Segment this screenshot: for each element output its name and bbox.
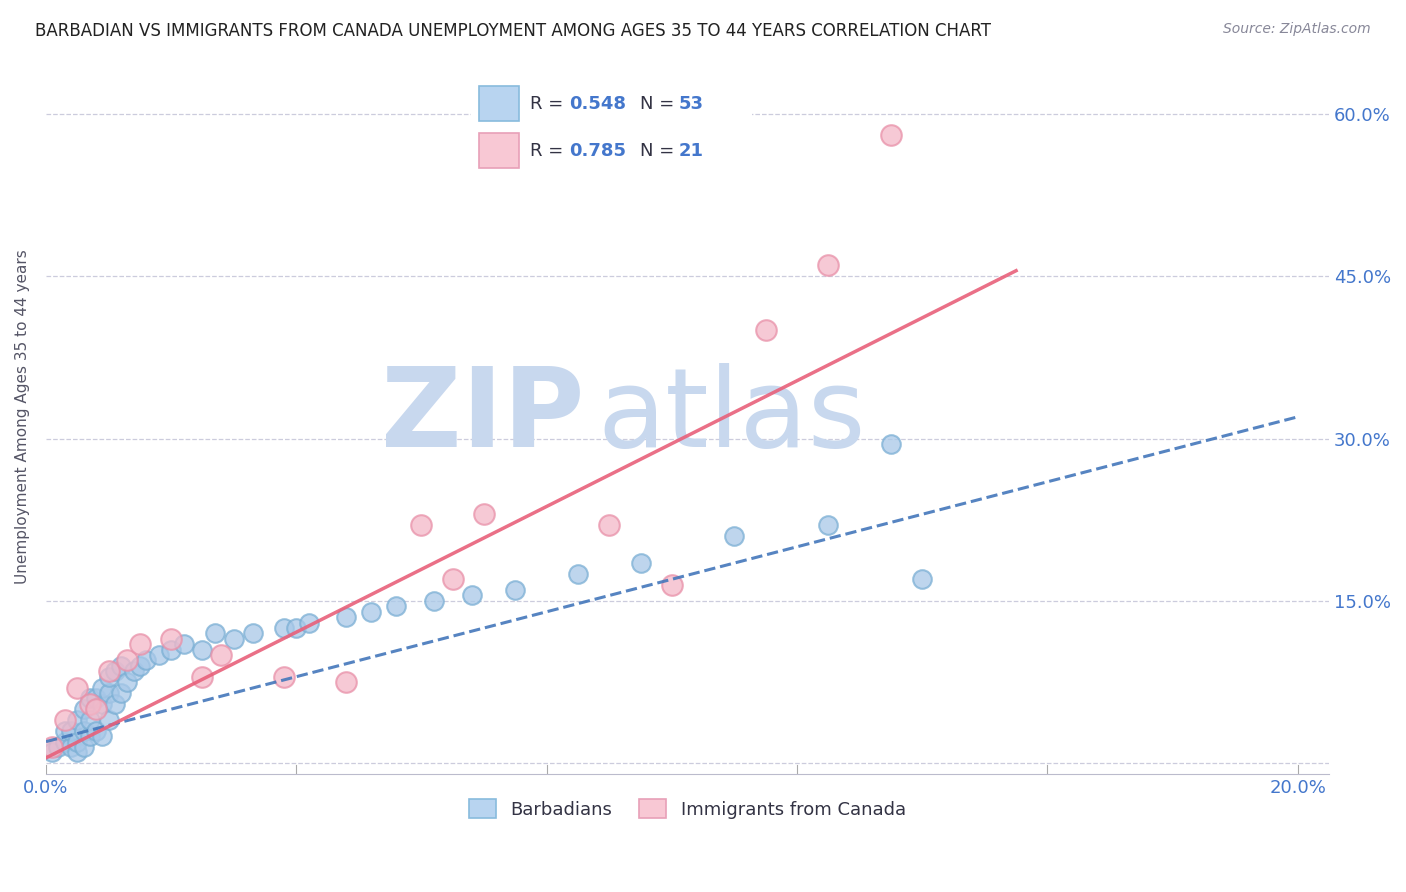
- Point: [79, 691, 101, 706]
- Point: [360, 605, 382, 619]
- Point: [84, 723, 107, 738]
- Point: [273, 621, 295, 635]
- Text: 0.548: 0.548: [569, 95, 627, 112]
- Point: [53, 723, 76, 738]
- Point: [911, 572, 934, 586]
- Text: 21: 21: [679, 142, 704, 160]
- Point: [41, 740, 63, 755]
- Point: [411, 518, 433, 533]
- Point: [298, 615, 321, 630]
- Point: [72, 702, 94, 716]
- Legend: Barbadians, Immigrants from Canada: Barbadians, Immigrants from Canada: [461, 792, 914, 826]
- Y-axis label: Unemployment Among Ages 35 to 44 years: Unemployment Among Ages 35 to 44 years: [15, 250, 30, 584]
- Point: [91, 729, 114, 743]
- Point: [53, 734, 76, 748]
- Point: [460, 589, 482, 603]
- Point: [48, 740, 70, 755]
- Point: [110, 658, 132, 673]
- Point: [204, 626, 226, 640]
- Point: [41, 746, 63, 760]
- FancyBboxPatch shape: [465, 74, 758, 180]
- Point: [79, 713, 101, 727]
- Point: [191, 670, 214, 684]
- Text: N =: N =: [640, 95, 679, 112]
- Point: [97, 665, 120, 679]
- Point: [60, 723, 83, 738]
- Point: [79, 697, 101, 711]
- Point: [117, 675, 139, 690]
- Point: [723, 529, 745, 543]
- Point: [472, 508, 495, 522]
- Text: Source: ZipAtlas.com: Source: ZipAtlas.com: [1223, 22, 1371, 37]
- Point: [84, 702, 107, 716]
- Point: [598, 518, 620, 533]
- Text: 53: 53: [679, 95, 704, 112]
- Point: [817, 518, 839, 533]
- Point: [661, 577, 683, 591]
- Point: [72, 723, 94, 738]
- Point: [335, 610, 357, 624]
- Point: [160, 632, 183, 646]
- Point: [335, 675, 357, 690]
- Text: R =: R =: [530, 95, 569, 112]
- Point: [66, 746, 89, 760]
- Point: [104, 697, 127, 711]
- Point: [173, 637, 195, 651]
- Point: [117, 653, 139, 667]
- Point: [880, 128, 903, 143]
- Point: [242, 626, 264, 640]
- Bar: [479, 87, 519, 121]
- Bar: [479, 133, 519, 168]
- Point: [66, 734, 89, 748]
- Point: [72, 740, 94, 755]
- Text: R =: R =: [530, 142, 569, 160]
- Point: [209, 648, 232, 662]
- Text: BARBADIAN VS IMMIGRANTS FROM CANADA UNEMPLOYMENT AMONG AGES 35 TO 44 YEARS CORRE: BARBADIAN VS IMMIGRANTS FROM CANADA UNEM…: [35, 22, 991, 40]
- Point: [880, 437, 903, 451]
- Point: [222, 632, 245, 646]
- Point: [110, 686, 132, 700]
- Text: N =: N =: [640, 142, 679, 160]
- Point: [191, 642, 214, 657]
- Text: atlas: atlas: [598, 363, 866, 470]
- Point: [505, 583, 527, 598]
- Point: [122, 665, 145, 679]
- Point: [79, 729, 101, 743]
- Text: ZIP: ZIP: [381, 363, 585, 470]
- Point: [97, 686, 120, 700]
- Point: [755, 323, 778, 337]
- Point: [441, 572, 464, 586]
- Point: [285, 621, 308, 635]
- Point: [423, 594, 446, 608]
- Point: [817, 258, 839, 272]
- Point: [97, 670, 120, 684]
- Point: [66, 713, 89, 727]
- Point: [104, 665, 127, 679]
- Point: [91, 697, 114, 711]
- Point: [60, 740, 83, 755]
- Point: [567, 566, 589, 581]
- Text: 0.785: 0.785: [569, 142, 627, 160]
- Point: [91, 681, 114, 695]
- Point: [128, 658, 150, 673]
- Point: [66, 681, 89, 695]
- Point: [630, 556, 652, 570]
- Point: [84, 691, 107, 706]
- Point: [97, 713, 120, 727]
- Point: [385, 599, 408, 614]
- Point: [160, 642, 183, 657]
- Point: [148, 648, 170, 662]
- Point: [53, 713, 76, 727]
- Point: [135, 653, 157, 667]
- Point: [273, 670, 295, 684]
- Point: [128, 637, 150, 651]
